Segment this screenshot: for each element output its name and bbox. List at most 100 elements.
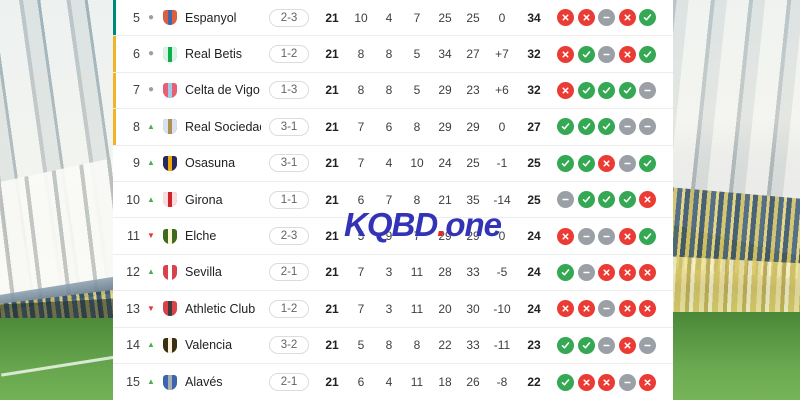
cross-icon[interactable] — [639, 263, 656, 281]
check-icon[interactable] — [577, 191, 595, 209]
dash-icon[interactable] — [618, 118, 636, 136]
table-row[interactable]: 8 ▲ Real Sociedad 3-1 21 7 6 8 29 29 0 27 — [113, 109, 673, 146]
check-icon[interactable] — [577, 45, 595, 63]
dash-icon[interactable] — [618, 373, 636, 391]
cross-icon[interactable] — [577, 9, 595, 27]
points: 34 — [527, 10, 541, 25]
last-match-score[interactable]: 1-3 — [269, 81, 309, 100]
matches-lost: 8 — [413, 119, 421, 134]
elche-crest — [163, 228, 177, 244]
cross-icon[interactable] — [557, 300, 574, 318]
team-name[interactable]: Valencia — [185, 338, 233, 353]
table-row[interactable]: 11 ▼ Elche 2-3 21 5 9 7 29 29 0 24 — [113, 218, 673, 255]
cross-icon[interactable] — [639, 373, 656, 391]
check-icon[interactable] — [557, 336, 574, 354]
crest-pattern — [163, 228, 177, 244]
cross-icon[interactable] — [577, 373, 595, 391]
check-icon[interactable] — [557, 118, 574, 136]
dash-icon[interactable] — [577, 227, 595, 245]
check-icon[interactable] — [577, 336, 595, 354]
last-match-score[interactable]: 3-1 — [269, 117, 309, 136]
dash-icon[interactable] — [598, 336, 615, 354]
cross-icon[interactable] — [598, 263, 615, 281]
team-name[interactable]: Espanyol — [185, 10, 237, 25]
dash-icon[interactable] — [598, 9, 615, 27]
cross-icon[interactable] — [557, 9, 574, 27]
check-icon[interactable] — [618, 81, 636, 99]
cross-icon[interactable] — [618, 300, 636, 318]
team-name[interactable]: Celta de Vigo — [185, 83, 260, 98]
check-icon[interactable] — [639, 45, 656, 63]
check-icon[interactable] — [618, 191, 636, 209]
check-icon[interactable] — [639, 9, 656, 27]
matches-played: 21 — [325, 229, 339, 244]
check-icon[interactable] — [577, 154, 595, 172]
cross-icon[interactable] — [639, 300, 656, 318]
matches-won: 8 — [357, 83, 365, 98]
cross-icon[interactable] — [557, 81, 574, 99]
cross-icon[interactable] — [618, 45, 636, 63]
cross-icon[interactable] — [618, 227, 636, 245]
dash-icon[interactable] — [639, 336, 656, 354]
dash-icon[interactable] — [598, 300, 615, 318]
cross-icon[interactable] — [618, 336, 636, 354]
table-row[interactable]: 13 ▼ Athletic Club 1-2 21 7 3 11 20 30 -10 24 — [113, 291, 673, 328]
team-name[interactable]: Girona — [185, 192, 223, 207]
dash-icon[interactable] — [639, 118, 656, 136]
cross-icon[interactable] — [557, 227, 574, 245]
check-icon[interactable] — [598, 118, 615, 136]
cross-icon[interactable] — [598, 154, 615, 172]
team-name[interactable]: Sevilla — [185, 265, 222, 280]
table-row[interactable]: 6 ● Real Betis 1-2 21 8 8 5 34 27 +7 32 — [113, 36, 673, 73]
check-icon[interactable] — [557, 263, 574, 281]
check-icon[interactable] — [557, 373, 574, 391]
recent-form — [551, 227, 673, 245]
dash-icon[interactable] — [598, 227, 615, 245]
goal-difference: 0 — [498, 119, 506, 134]
team-name[interactable]: Real Betis — [185, 47, 242, 62]
check-icon[interactable] — [598, 191, 615, 209]
qualification-color-bar — [113, 182, 116, 217]
last-match-score[interactable]: 2-1 — [269, 373, 309, 392]
last-match-score[interactable]: 1-2 — [269, 45, 309, 64]
check-icon[interactable] — [557, 154, 574, 172]
cross-icon[interactable] — [577, 300, 595, 318]
table-row[interactable]: 9 ▲ Osasuna 3-1 21 7 4 10 24 25 -1 25 — [113, 146, 673, 182]
team-name[interactable]: Real Sociedad — [185, 119, 261, 134]
dash-icon[interactable] — [639, 81, 656, 99]
team-name[interactable]: Athletic Club — [185, 301, 256, 316]
check-icon[interactable] — [577, 118, 595, 136]
table-row[interactable]: 7 ● Celta de Vigo 1-3 21 8 8 5 29 23 +6 32 — [113, 72, 673, 110]
cross-icon[interactable] — [618, 263, 636, 281]
check-icon[interactable] — [577, 81, 595, 99]
last-match-score[interactable]: 2-1 — [269, 263, 309, 282]
team-name[interactable]: Elche — [185, 229, 217, 244]
cross-icon[interactable] — [639, 191, 656, 209]
table-row[interactable]: 10 ▲ Girona 1-1 21 6 7 8 21 35 -14 25 — [113, 182, 673, 219]
team-name[interactable]: Alavés — [185, 375, 223, 390]
check-icon[interactable] — [598, 81, 615, 99]
table-row[interactable]: 5 ● Espanyol 2-3 21 10 4 7 25 25 0 34 — [113, 0, 673, 37]
cross-icon[interactable] — [618, 9, 636, 27]
last-match-score[interactable]: 2-3 — [269, 8, 309, 27]
cross-icon[interactable] — [598, 373, 615, 391]
goals-against: 29 — [466, 229, 480, 244]
dash-icon[interactable] — [557, 191, 574, 209]
cross-icon[interactable] — [557, 45, 574, 63]
dash-icon[interactable] — [618, 154, 636, 172]
last-match-score[interactable]: 3-2 — [269, 336, 309, 355]
dash-icon[interactable] — [577, 263, 595, 281]
check-icon[interactable] — [639, 227, 656, 245]
check-icon[interactable] — [639, 154, 656, 172]
last-match-score[interactable]: 1-1 — [269, 190, 309, 209]
dash-icon[interactable] — [598, 45, 615, 63]
table-row[interactable]: 12 ▲ Sevilla 2-1 21 7 3 11 28 33 -5 24 — [113, 255, 673, 292]
table-row[interactable]: 14 ▲ Valencia 3-2 21 5 8 8 22 33 -11 23 — [113, 328, 673, 364]
last-match-score[interactable]: 1-2 — [269, 299, 309, 318]
table-row[interactable]: 15 ▲ Alavés 2-1 21 6 4 11 18 26 -8 22 — [113, 364, 673, 400]
team-name[interactable]: Osasuna — [185, 156, 236, 171]
last-match-score[interactable]: 3-1 — [269, 154, 309, 173]
goals-for: 29 — [438, 83, 452, 98]
last-match-score[interactable]: 2-3 — [269, 227, 309, 246]
